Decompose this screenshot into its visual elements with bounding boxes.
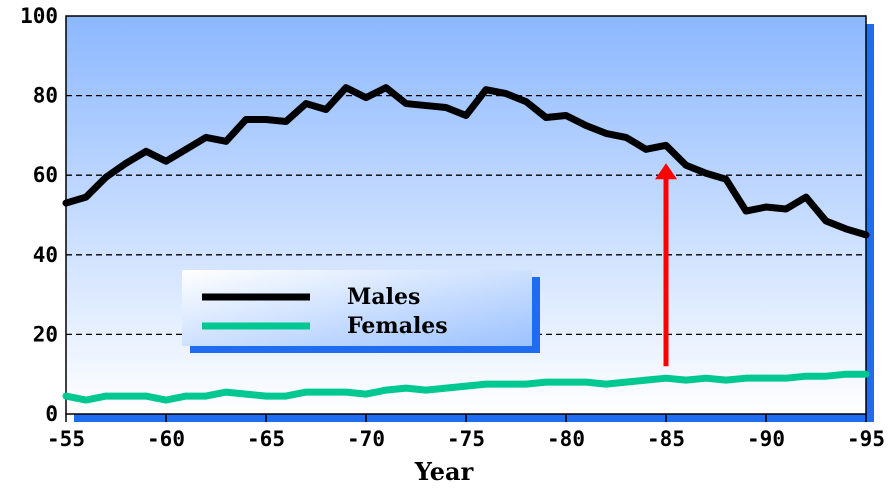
series-line-females bbox=[62, 370, 870, 404]
y-tick-label: 80 bbox=[33, 84, 58, 108]
x-tick-label: -65 bbox=[247, 427, 285, 451]
legend-label-males: Males bbox=[347, 284, 420, 310]
y-axis-ticks: 0 20 40 60 80 100 bbox=[20, 4, 58, 426]
y-tick-label: 40 bbox=[33, 243, 58, 267]
x-axis-label: Year bbox=[414, 457, 474, 486]
x-tick-label: -80 bbox=[547, 427, 585, 451]
series-line-males bbox=[62, 84, 870, 239]
legend-box bbox=[182, 270, 532, 346]
x-tick-label: -55 bbox=[47, 427, 85, 451]
x-axis-ticks: -55 -60 -65 -70 -75 -80 -85 -90 -95 bbox=[47, 414, 885, 451]
y-tick-label: 20 bbox=[33, 322, 58, 346]
legend: Males Females bbox=[182, 270, 540, 353]
annotation-arrow-head bbox=[655, 163, 677, 180]
legend-label-females: Females bbox=[347, 313, 448, 339]
plot-area bbox=[65, 15, 867, 415]
x-tick-label: -85 bbox=[647, 427, 685, 451]
y-tick-label: 60 bbox=[33, 163, 58, 187]
x-tick-label: -70 bbox=[347, 427, 385, 451]
series-lines bbox=[62, 84, 870, 404]
x-tick-label: -60 bbox=[147, 427, 185, 451]
x-tick-label: -75 bbox=[447, 427, 485, 451]
y-tick-label: 100 bbox=[20, 4, 58, 28]
x-tick-label: -90 bbox=[747, 427, 785, 451]
x-tick-label: -95 bbox=[847, 427, 885, 451]
annotations bbox=[655, 163, 677, 367]
y-tick-label: 0 bbox=[45, 402, 58, 426]
